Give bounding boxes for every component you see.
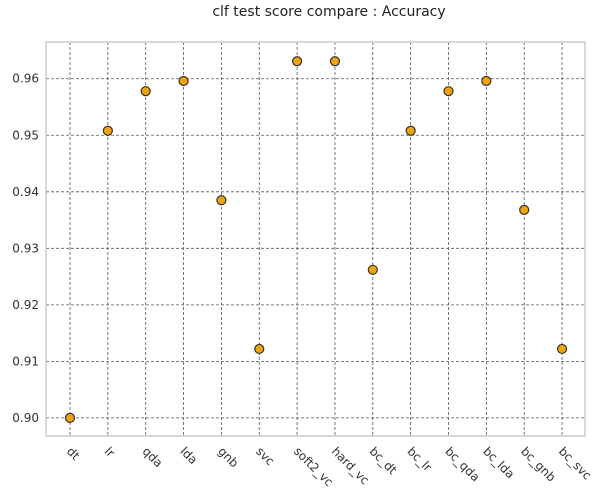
chart-title: clf test score compare : Accuracy: [212, 4, 445, 20]
data-point: [292, 56, 303, 67]
x-tick-label: qda: [140, 444, 166, 470]
y-tick-label: 0.95: [12, 128, 39, 142]
data-point: [519, 204, 530, 215]
data-points: [64, 56, 568, 424]
x-tick-label: bc_lda: [480, 444, 517, 481]
y-tick-label: 0.93: [12, 241, 39, 255]
grid-layer: [46, 42, 585, 436]
y-tick-label: 0.94: [12, 185, 39, 199]
data-point: [367, 264, 378, 275]
x-tick-label: gnb: [215, 444, 241, 470]
data-point: [102, 125, 113, 136]
x-tick-label: dt: [64, 444, 83, 463]
data-point: [178, 75, 189, 87]
y-axis-ticks: 0.90 0.91 0.92 0.93 0.94 0.95 0.96: [12, 72, 39, 425]
data-point: [443, 86, 454, 97]
data-point: [556, 343, 568, 355]
data-point: [64, 412, 76, 424]
x-tick-label: svc: [253, 444, 277, 468]
plot-frame: [45, 41, 586, 437]
x-tick-label: hard_vc: [329, 444, 372, 487]
x-tick-label: bc_gnb: [518, 444, 558, 484]
data-point: [140, 86, 151, 97]
data-point: [254, 343, 265, 355]
y-tick-label: 0.90: [12, 411, 39, 425]
data-point: [405, 125, 416, 136]
data-point: [481, 75, 492, 87]
x-tick-label: soft2_vc: [291, 444, 336, 489]
y-tick-label: 0.92: [12, 298, 39, 312]
x-tick-label: lr: [102, 444, 118, 460]
x-tick-label: bc_lr: [405, 444, 435, 474]
x-tick-label: bc_dt: [367, 444, 400, 477]
data-point: [329, 56, 341, 67]
y-tick-label: 0.91: [12, 354, 39, 368]
x-tick-label: bc_qda: [442, 444, 482, 484]
y-tick-label: 0.96: [12, 72, 39, 86]
x-tick-label: lda: [177, 444, 200, 467]
data-point: [216, 195, 227, 206]
x-tick-label: bc_svc: [556, 444, 594, 482]
